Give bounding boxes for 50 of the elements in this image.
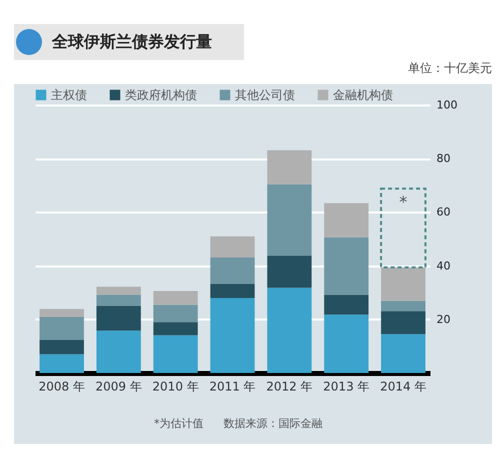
legend-label: 类政府机构债 [125, 88, 197, 102]
bar [267, 288, 312, 373]
legend-label: 主权债 [51, 88, 87, 102]
bar [40, 316, 84, 340]
bar [210, 236, 255, 258]
x-tick-label: 2011 年 [209, 380, 256, 394]
bar [324, 314, 369, 373]
bar [40, 308, 84, 317]
bar [324, 203, 369, 238]
bar [381, 300, 426, 312]
bar [381, 311, 426, 334]
y-tick-label: 20 [436, 312, 450, 326]
x-tick-label: 2012 年 [266, 380, 313, 394]
bar [40, 340, 84, 354]
bar [153, 335, 198, 373]
bar [210, 257, 255, 284]
x-tick-label: 2009 年 [95, 380, 142, 394]
x-tick-label: 2013 年 [323, 380, 370, 394]
source-note: 数据来源：国际金融 [224, 417, 322, 430]
chart-title: 全球伊斯兰债券发行量 [52, 32, 212, 53]
x-tick-label: 2010 年 [152, 380, 199, 394]
y-tick-label: 40 [436, 259, 450, 272]
x-tick-label: 2008 年 [38, 380, 85, 394]
data-label: * [399, 192, 408, 212]
bar [267, 256, 312, 288]
bar [96, 286, 141, 295]
bar [153, 290, 198, 305]
bar [153, 304, 198, 322]
bar [210, 284, 255, 298]
bar [153, 322, 198, 336]
bar [324, 237, 369, 295]
y-tick-label: 80 [436, 152, 450, 166]
text: *为估计值 [154, 417, 204, 430]
bar [381, 267, 426, 301]
legend-label: 其他公司债 [235, 88, 295, 102]
bar [96, 330, 141, 373]
y-tick-label: 60 [436, 206, 450, 219]
bar [380, 188, 426, 268]
bar [96, 306, 141, 331]
y-axis-title: 单位：十亿美元 [408, 60, 492, 77]
bar [381, 334, 426, 373]
bar [96, 294, 141, 306]
legend-label: 金融机构债 [333, 88, 393, 102]
bar [267, 184, 312, 256]
bar [40, 354, 84, 373]
bar [267, 150, 312, 184]
x-tick-label: 2014 年 [380, 380, 426, 394]
bar [324, 294, 369, 315]
bar [210, 298, 255, 373]
y-tick-label: 100 [436, 98, 458, 112]
